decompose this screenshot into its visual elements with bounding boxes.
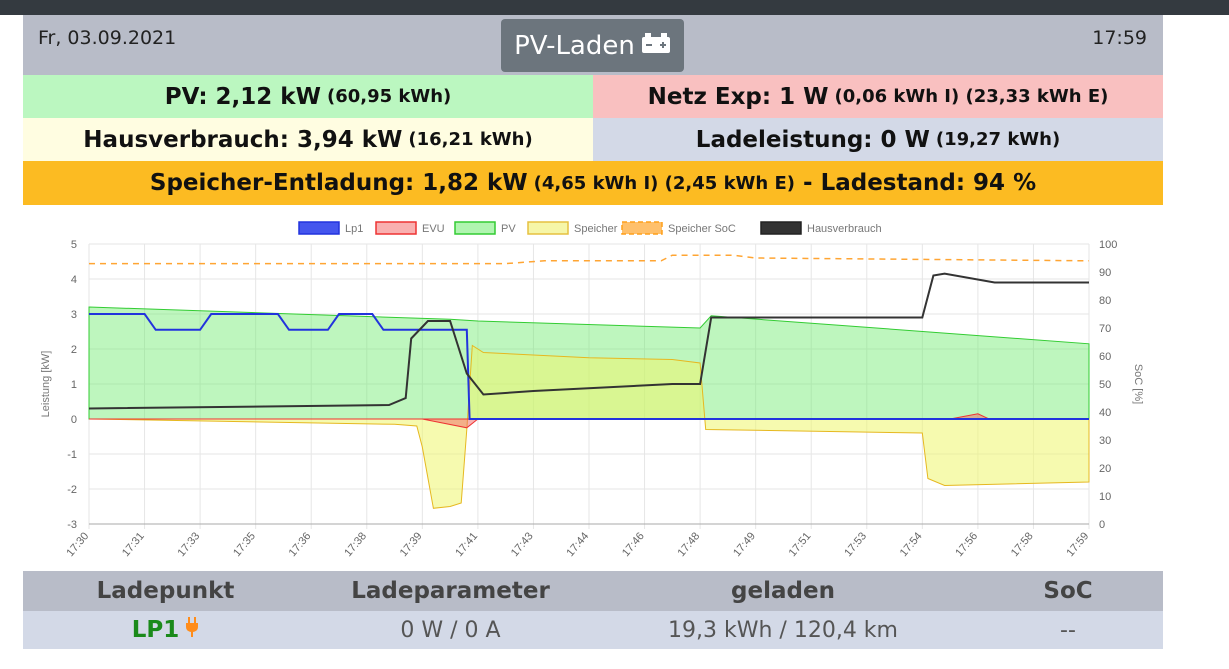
x-tick-label: 17:41 xyxy=(453,530,480,559)
legend-swatch xyxy=(298,221,340,235)
speicher-energy: (4,65 kWh I) (2,45 kWh E) xyxy=(533,172,796,194)
ladepunkt-table: Ladepunkt Ladeparameter geladen SoC LP1 … xyxy=(23,571,1163,649)
y-tick-label: 5 xyxy=(71,239,77,251)
y2-tick-label: 70 xyxy=(1099,323,1111,335)
legend-label: Speicher SoC xyxy=(668,223,736,235)
netz-status: Netz Exp: 1 W (0,06 kWh I) (23,33 kWh E) xyxy=(593,75,1163,118)
x-tick-label: 17:44 xyxy=(564,530,591,559)
x-tick-label: 17:33 xyxy=(176,530,203,559)
y2-tick-label: 40 xyxy=(1099,407,1111,419)
x-tick-label: 17:46 xyxy=(620,530,647,559)
y2-tick-label: 100 xyxy=(1099,239,1117,251)
lp1-label: LP1 xyxy=(131,617,180,643)
x-tick-label: 17:54 xyxy=(898,530,925,559)
haus-energy: (16,21 kWh) xyxy=(408,129,533,150)
netz-energy: (0,06 kWh I) (23,33 kWh E) xyxy=(834,86,1109,107)
x-tick-label: 17:38 xyxy=(342,530,369,559)
header: Fr, 03.09.2021 PV-Laden 17:59 xyxy=(23,15,1163,75)
ladeparameter-value: 0 W / 0 A xyxy=(400,617,501,643)
y2-axis-label: SoC [%] xyxy=(1132,364,1144,404)
speicher-series-area xyxy=(88,344,1090,509)
haus-status: Hausverbrauch: 3,94 kW (16,21 kWh) xyxy=(23,118,593,161)
legend-label: Hausverbrauch xyxy=(807,223,882,235)
x-tick-label: 17:49 xyxy=(731,530,758,559)
x-tick-label: 17:58 xyxy=(1009,530,1036,559)
y-axis-label: Leistung [kW] xyxy=(40,351,52,418)
status-row-2: Hausverbrauch: 3,94 kW (16,21 kWh) Ladele… xyxy=(23,118,1163,161)
legend-label: Lp1 xyxy=(345,223,363,235)
x-tick-label: 17:56 xyxy=(953,530,980,559)
x-tick-label: 17:53 xyxy=(842,530,869,559)
pv-value: PV: 2,12 kW xyxy=(164,83,321,110)
date-label: Fr, 03.09.2021 xyxy=(38,27,177,49)
y-tick-label: -3 xyxy=(67,519,77,531)
legend-swatch xyxy=(454,221,496,235)
table-row[interactable]: LP1 0 W / 0 A 19,3 kWh / 120,4 km -- xyxy=(23,611,1163,649)
x-tick-label: 17:36 xyxy=(287,530,314,559)
lade-energy: (19,27 kWh) xyxy=(935,129,1061,150)
x-tick-label: 17:43 xyxy=(509,530,536,559)
pv-laden-button[interactable]: PV-Laden xyxy=(501,19,684,72)
geladen-value: 19,3 kWh / 120,4 km xyxy=(668,617,898,643)
plug-icon xyxy=(185,617,199,643)
legend-swatch xyxy=(760,221,802,235)
lade-status: Ladeleistung: 0 W (19,27 kWh) xyxy=(593,118,1163,161)
haus-value: Hausverbrauch: 3,94 kW xyxy=(83,126,403,153)
battery-icon xyxy=(641,31,671,61)
x-tick-label: 17:35 xyxy=(231,530,258,559)
x-tick-label: 17:48 xyxy=(676,530,703,559)
y2-tick-label: 90 xyxy=(1099,267,1111,279)
x-tick-label: 17:30 xyxy=(64,530,91,559)
y-tick-label: 4 xyxy=(71,274,77,286)
power-chart: 5 4 3 2 1 0 -1 -2 -3 100 90 80 70 60 50 40 30 20 10 0 17:30 1… xyxy=(23,205,1163,570)
legend-swatch xyxy=(375,221,417,235)
time-label: 17:59 xyxy=(1092,27,1147,49)
y-tick-label: 3 xyxy=(71,309,77,321)
y-tick-label: 0 xyxy=(71,414,77,426)
y-tick-label: 2 xyxy=(71,344,77,356)
col-soc: SoC xyxy=(1043,578,1093,604)
netz-value: Netz Exp: 1 W xyxy=(647,83,829,110)
y2-tick-label: 50 xyxy=(1099,379,1111,391)
y-tick-label: -1 xyxy=(67,449,77,461)
legend-label: Speicher xyxy=(574,223,618,235)
y2-tick-label: 30 xyxy=(1099,435,1111,447)
table-header: Ladepunkt Ladeparameter geladen SoC xyxy=(23,571,1163,611)
x-tick-label: 17:59 xyxy=(1064,530,1091,559)
y2-tick-label: 60 xyxy=(1099,351,1111,363)
lade-value: Ladeleistung: 0 W xyxy=(695,126,930,153)
status-row-3: Speicher-Entladung: 1,82 kW (4,65 kWh I) … xyxy=(23,161,1163,205)
hausverbrauch-series-line xyxy=(88,272,1089,410)
y2-tick-label: 20 xyxy=(1099,463,1111,475)
col-ladepunkt: Ladepunkt xyxy=(96,578,235,604)
col-ladeparameter: Ladeparameter xyxy=(351,578,550,604)
x-tick-label: 17:51 xyxy=(787,530,814,559)
lp1-cell[interactable]: LP1 xyxy=(23,611,308,649)
x-tick-label: 17:39 xyxy=(398,530,425,559)
speicher-soc-series-line xyxy=(89,254,1090,265)
col-geladen: geladen xyxy=(731,578,835,604)
y-tick-label: -2 xyxy=(67,484,77,496)
top-bar xyxy=(0,0,1229,15)
ladestand-value: - Ladestand: 94 % xyxy=(803,170,1037,196)
speicher-status: Speicher-Entladung: 1,82 kW (4,65 kWh I) … xyxy=(23,161,1163,205)
speicher-value: Speicher-Entladung: 1,82 kW xyxy=(149,170,528,196)
status-row-1: PV: 2,12 kW (60,95 kWh) Netz Exp: 1 W (0,0… xyxy=(23,75,1163,118)
lp1-series-line xyxy=(89,313,1089,420)
y2-tick-label: 10 xyxy=(1099,491,1111,503)
legend-label: PV xyxy=(501,223,516,235)
soc-value: -- xyxy=(1060,617,1076,643)
x-tick-label: 17:31 xyxy=(120,530,147,559)
legend-swatch xyxy=(621,221,663,235)
pv-laden-label: PV-Laden xyxy=(514,30,635,61)
y2-tick-label: 80 xyxy=(1099,295,1111,307)
pv-status: PV: 2,12 kW (60,95 kWh) xyxy=(23,75,593,118)
legend-label: EVU xyxy=(422,223,445,235)
y-tick-label: 1 xyxy=(71,379,77,391)
pv-energy: (60,95 kWh) xyxy=(326,86,452,107)
legend-swatch xyxy=(527,221,569,235)
y2-tick-label: 0 xyxy=(1099,519,1105,531)
